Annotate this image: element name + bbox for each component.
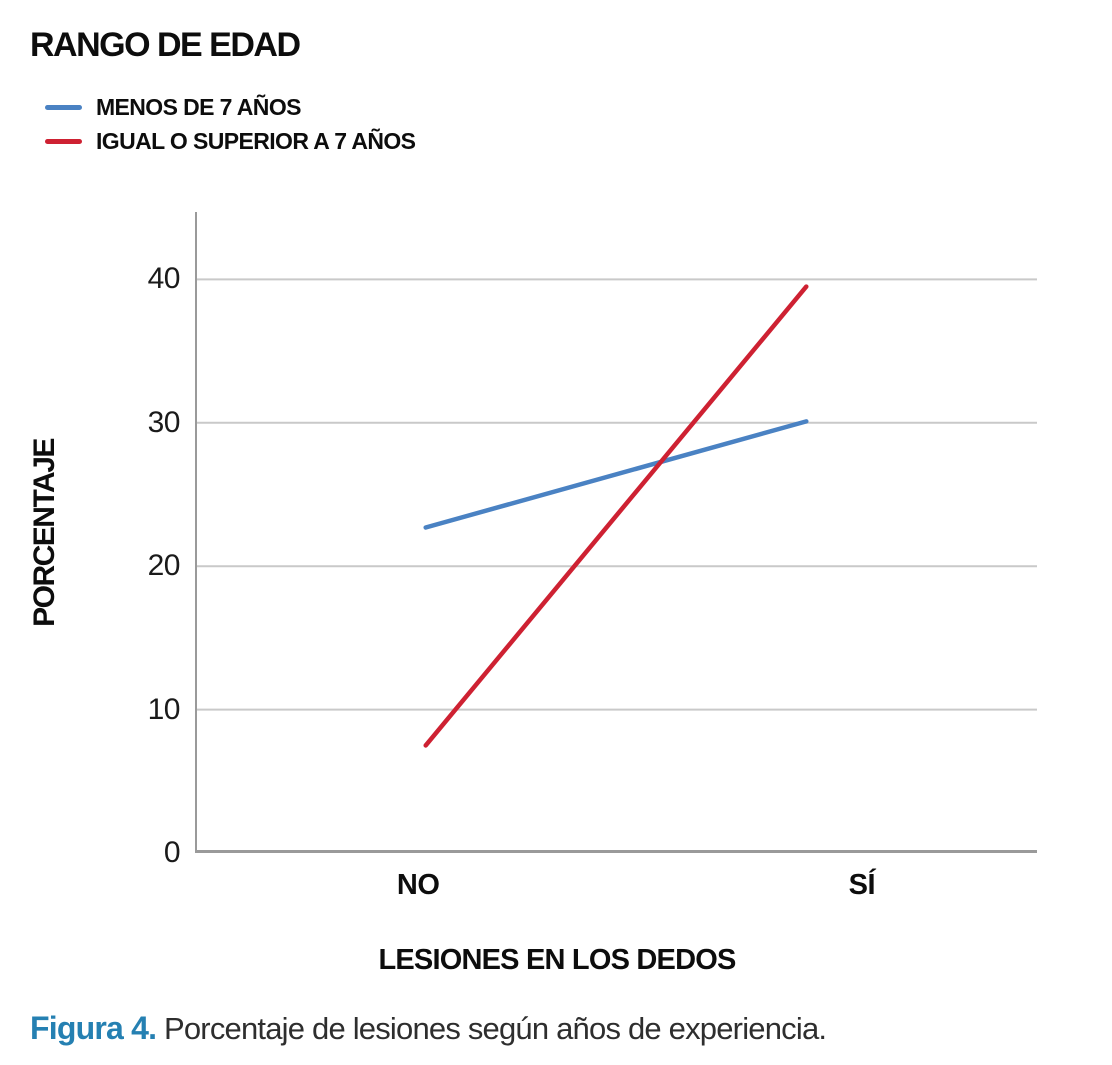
y-tick-label: 0 bbox=[163, 836, 181, 869]
y-axis-ticks: 0 10 20 30 40 bbox=[100, 212, 181, 869]
y-tick-label: 20 bbox=[147, 549, 181, 583]
series-line bbox=[423, 419, 809, 530]
legend-item: IGUAL O SUPERIOR A 7 AÑOS bbox=[45, 124, 416, 158]
figure-caption-text: Porcentaje de lesiones según años de exp… bbox=[156, 1011, 827, 1046]
legend-item-label: IGUAL O SUPERIOR A 7 AÑOS bbox=[96, 127, 416, 154]
y-tick-label: 40 bbox=[147, 262, 181, 296]
y-axis-title: PORCENTAJE bbox=[28, 438, 61, 627]
legend-swatch-line bbox=[45, 138, 82, 144]
legend-item: MENOS DE 7 AÑOS bbox=[45, 90, 415, 124]
legend-item-label: MENOS DE 7 AÑOS bbox=[96, 93, 301, 120]
legend-title: RANGO DE EDAD bbox=[30, 26, 301, 64]
figure-caption: Figura 4. Porcentaje de lesiones según a… bbox=[30, 1010, 1080, 1047]
plot-area bbox=[195, 212, 1037, 853]
legend-items: MENOS DE 7 AÑOS IGUAL O SUPERIOR A 7 AÑOS bbox=[45, 90, 416, 158]
plot-svg bbox=[195, 212, 1037, 853]
y-axis-title-box: PORCENTAJE bbox=[20, 212, 70, 853]
x-tick-label: NO bbox=[396, 869, 440, 901]
figure-caption-label: Figura 4. bbox=[30, 1010, 157, 1046]
y-tick-label: 30 bbox=[147, 405, 181, 439]
x-axis-title: LESIONES EN LOS DEDOS bbox=[378, 944, 736, 976]
x-tick-label: SÍ bbox=[848, 869, 876, 901]
series-line bbox=[423, 284, 809, 748]
legend-swatch-line bbox=[45, 104, 82, 110]
y-tick-label: 10 bbox=[147, 692, 181, 726]
